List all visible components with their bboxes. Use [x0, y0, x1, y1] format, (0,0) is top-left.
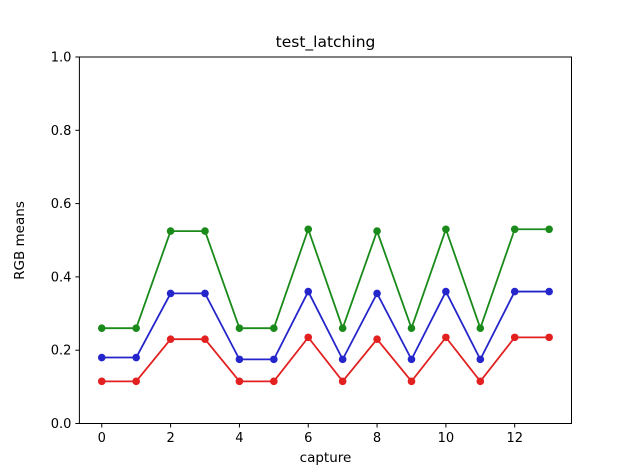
x-tick-label: 6	[304, 431, 312, 446]
data-point-blue	[270, 355, 278, 364]
data-point-green	[476, 324, 485, 333]
data-point-blue	[545, 287, 553, 296]
data-point-green	[304, 225, 313, 234]
series-line-blue	[101, 290, 550, 361]
series-line-green	[101, 228, 550, 330]
data-point-green	[166, 227, 175, 235]
y-axis-ticks: 0.0 0.2 0.4 0.6 0.8 1.0	[51, 51, 80, 432]
data-point-green	[270, 324, 278, 333]
y-tick-label: 1.0	[51, 51, 72, 66]
data-point-red	[270, 377, 278, 386]
y-tick-label: 0.2	[51, 344, 72, 359]
data-point-red	[407, 377, 416, 386]
data-point-green	[373, 227, 381, 235]
chart-title: test_latching	[276, 33, 376, 52]
data-point-red	[166, 335, 175, 344]
plot-area-frame	[78, 56, 573, 424]
series-green	[97, 225, 553, 333]
y-tick-label: 0.0	[51, 417, 72, 432]
data-point-green	[132, 324, 140, 333]
data-point-green	[407, 324, 416, 333]
x-tick-label: 10	[438, 431, 455, 446]
data-point-blue	[407, 355, 416, 364]
data-point-red	[442, 333, 450, 342]
data-point-red	[476, 377, 485, 386]
data-point-blue	[510, 287, 519, 296]
x-tick-label: 4	[235, 431, 243, 446]
data-point-red	[132, 377, 140, 386]
x-axis-label: capture	[300, 450, 352, 466]
data-point-red	[304, 333, 313, 342]
series-blue	[97, 287, 553, 364]
data-point-blue	[442, 287, 450, 296]
data-point-blue	[132, 353, 140, 362]
data-point-green	[97, 324, 106, 333]
x-tick-label: 12	[506, 431, 523, 446]
series-line-red	[101, 336, 550, 383]
data-point-blue	[476, 355, 485, 364]
data-point-blue	[97, 353, 106, 362]
series-red	[97, 333, 553, 386]
data-point-red	[338, 377, 347, 386]
x-axis-ticks: 0 2 4 6 8 10 12	[98, 423, 523, 446]
data-point-green	[235, 324, 244, 333]
y-axis-label: RGB means	[12, 201, 28, 280]
data-point-red	[235, 377, 244, 386]
y-tick-label: 0.4	[51, 270, 72, 285]
data-point-red	[201, 335, 209, 344]
data-point-red	[373, 335, 381, 344]
data-series	[97, 225, 553, 386]
data-point-green	[545, 225, 553, 234]
data-point-blue	[201, 289, 209, 298]
data-point-blue	[373, 289, 381, 298]
x-tick-label: 2	[166, 431, 174, 446]
data-point-green	[338, 324, 347, 333]
data-point-blue	[304, 287, 313, 296]
x-tick-label: 0	[98, 431, 106, 446]
data-point-red	[97, 377, 106, 386]
data-point-blue	[235, 355, 244, 364]
data-point-red	[545, 333, 553, 342]
data-point-blue	[166, 289, 175, 298]
data-point-blue	[338, 355, 347, 364]
x-tick-label: 8	[373, 431, 381, 446]
data-point-green	[442, 225, 450, 234]
data-point-green	[510, 225, 519, 234]
data-point-red	[510, 333, 519, 342]
y-tick-label: 0.6	[51, 197, 72, 212]
y-tick-label: 0.8	[51, 124, 72, 139]
data-point-green	[201, 227, 209, 235]
